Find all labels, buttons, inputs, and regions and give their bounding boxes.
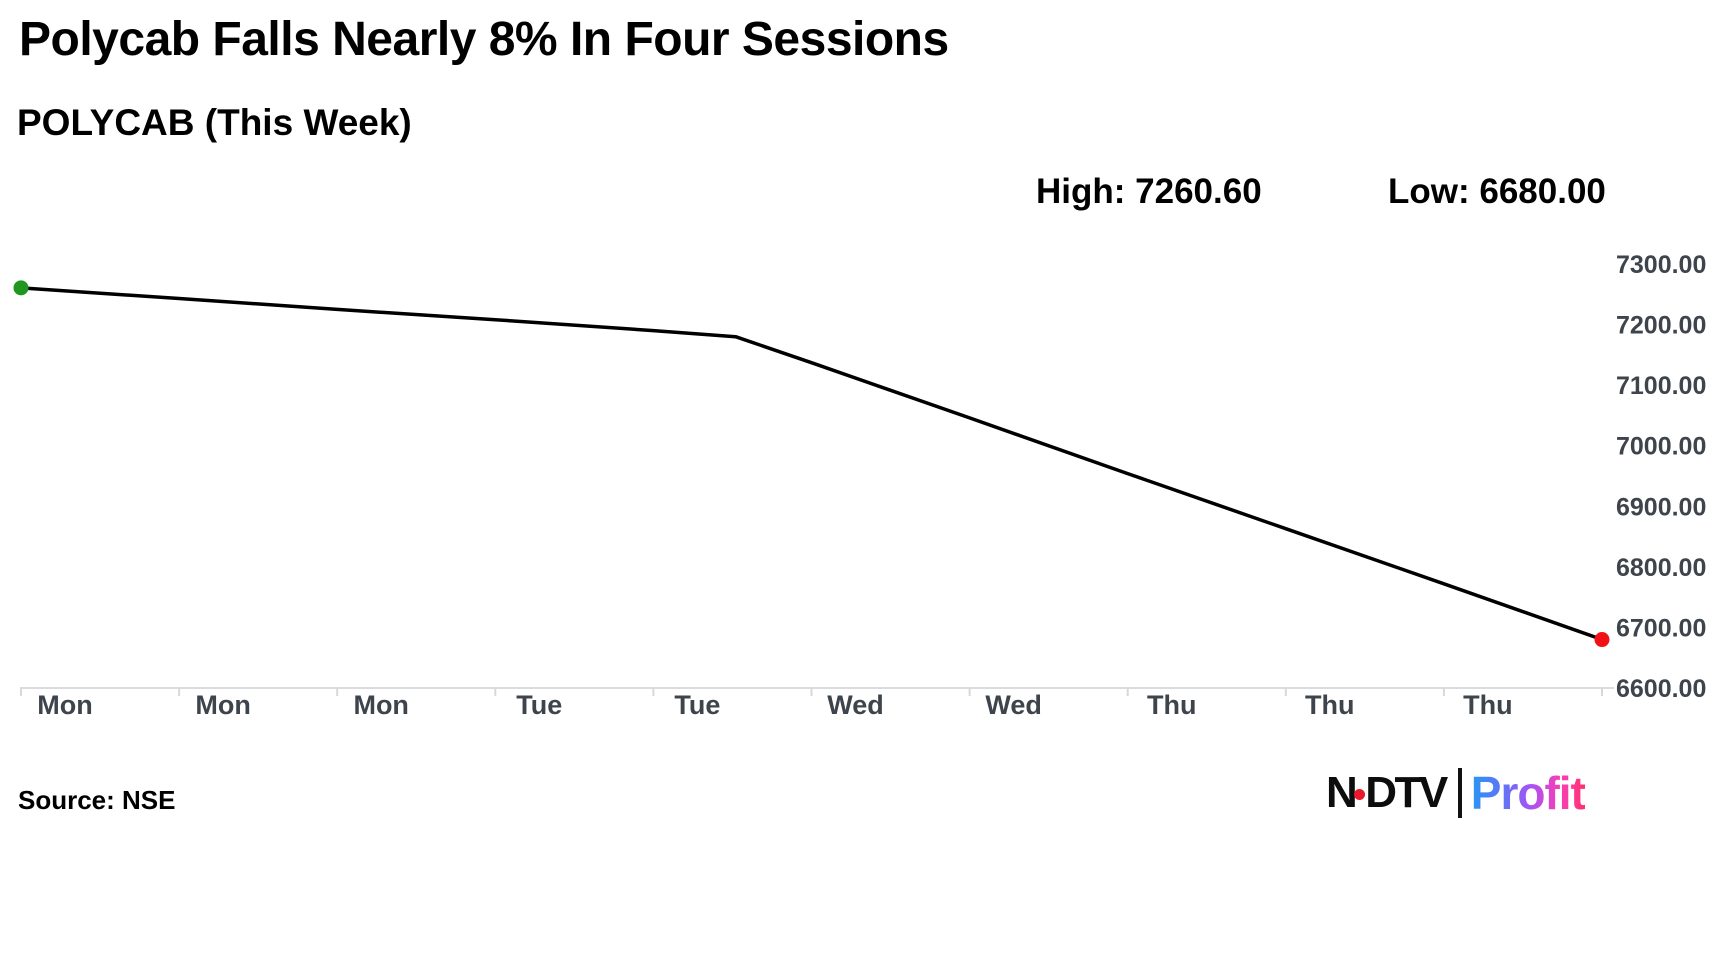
ndtv-letter-n: N: [1326, 768, 1358, 817]
ndtv-profit-logo: N DTV Profit: [1326, 766, 1586, 820]
price-line: [19, 286, 1604, 642]
y-axis-label: 7200.00: [1616, 312, 1706, 340]
x-axis-label: Wed: [827, 690, 884, 720]
x-axis-label: Tue: [516, 690, 562, 720]
y-axis-label: 6600.00: [1616, 675, 1706, 703]
profit-wordmark: Profit: [1470, 767, 1586, 819]
logo-divider: [1457, 768, 1462, 818]
end-point-marker: [1594, 632, 1610, 648]
x-axis-label: Wed: [985, 690, 1042, 720]
low-value-label: Low: 6680.00: [1388, 172, 1606, 211]
y-axis-label: 6800.00: [1616, 554, 1706, 582]
x-axis-label: Thu: [1147, 690, 1196, 720]
source-note: Source: NSE: [18, 785, 176, 815]
y-axis-label: 7300.00: [1616, 251, 1706, 279]
page-title: Polycab Falls Nearly 8% In Four Sessions: [19, 13, 949, 66]
x-axis-label: Thu: [1305, 690, 1354, 720]
y-axis-label: 7000.00: [1616, 433, 1706, 461]
high-value-label: High: 7260.60: [1036, 172, 1262, 211]
x-axis-label: Thu: [1463, 690, 1512, 720]
chart-subtitle: POLYCAB (This Week): [17, 102, 412, 143]
y-axis-label: 6700.00: [1616, 614, 1706, 642]
x-axis-label: Mon: [37, 690, 92, 720]
ndtv-red-dot-icon: [1354, 788, 1366, 800]
y-axis-label: 7100.00: [1616, 372, 1706, 400]
y-axis-label: 6900.00: [1616, 493, 1706, 521]
start-point-marker: [13, 280, 29, 296]
x-axis-label: Tue: [674, 690, 720, 720]
ndtv-wordmark: N DTV: [1326, 768, 1448, 818]
x-axis-label: Mon: [353, 690, 408, 720]
x-axis-label: Mon: [195, 690, 250, 720]
ndtv-letters-dtv: DTV: [1365, 768, 1448, 817]
